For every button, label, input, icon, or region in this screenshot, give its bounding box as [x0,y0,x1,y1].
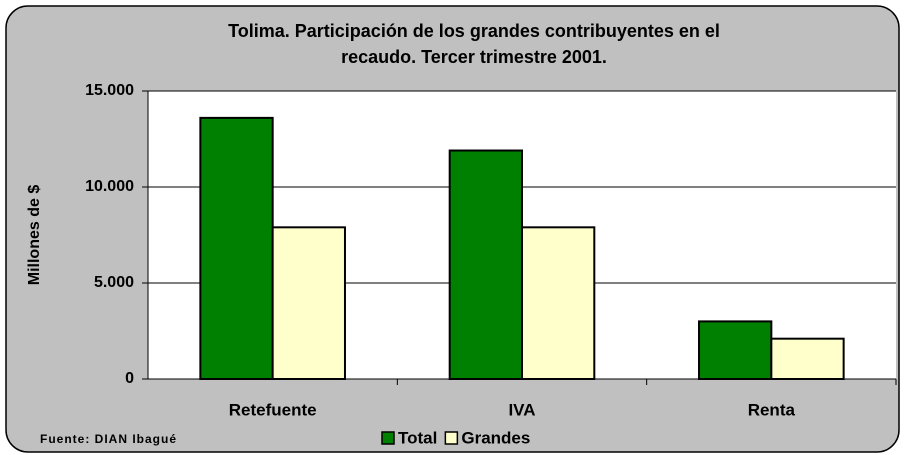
x-tick-label: Renta [748,400,796,419]
bar [698,320,773,380]
x-tick-label: IVA [508,400,535,419]
legend-label: Total [398,428,437,447]
legend-label: Grandes [461,428,530,447]
legend-swatch [381,431,395,445]
bar [521,226,596,380]
legend-swatch [444,431,459,445]
y-tick-label: 15.000 [85,82,134,99]
bar [271,226,346,380]
bar [770,337,845,380]
source-note: Fuente: DIAN Ibagué [40,432,177,446]
y-tick-label: 0 [125,370,134,387]
y-tick-label: 10.000 [85,178,134,195]
y-tick-label: 5.000 [94,274,134,291]
chart-title: Tolima. Participación de los grandes con… [228,21,720,67]
bar [448,149,523,380]
x-tick-label: Retefuente [229,400,317,419]
y-axis-label: Millones de $ [26,185,43,286]
bar [199,116,274,380]
